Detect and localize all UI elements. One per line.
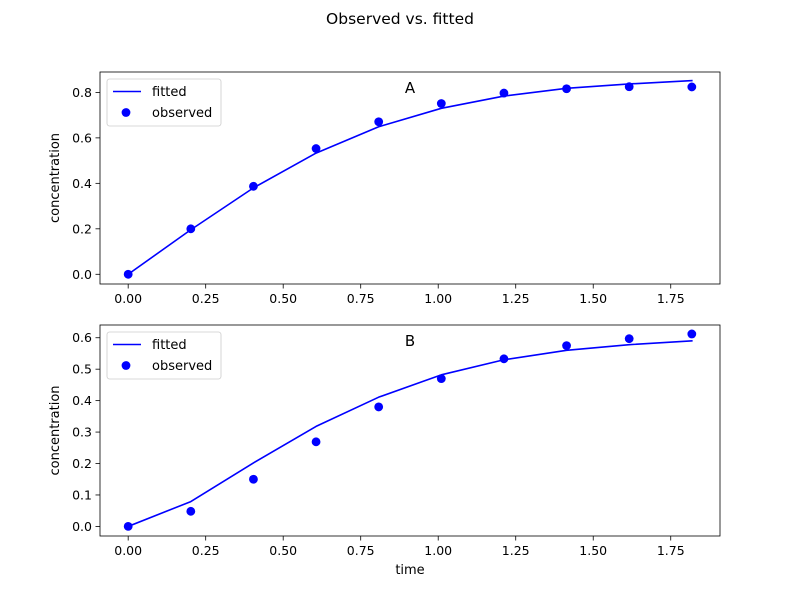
x-axis-label: time: [395, 563, 424, 578]
legend-marker-swatch: [121, 108, 131, 117]
y-tick-label: 0.8: [72, 85, 92, 100]
y-tick-label: 0.1: [72, 487, 92, 502]
observed-point: [311, 437, 321, 447]
axes-frame: [99, 71, 721, 285]
observed-point: [436, 374, 446, 384]
x-tick-label: 1.50: [579, 543, 607, 558]
y-tick-label: 0.5: [72, 362, 92, 377]
x-tick-label: 1.75: [657, 543, 685, 558]
x-tick-label: 0.00: [114, 291, 142, 306]
observed-point: [123, 522, 133, 531]
observed-point: [123, 269, 133, 279]
legend: fitted observed: [106, 331, 222, 380]
observed-point: [374, 402, 384, 412]
observed-point: [687, 82, 697, 92]
observed-point: [311, 144, 321, 153]
panels: 0.00 0.25 0.50 0.75 1.00 1.25 1.50 1.750.00.20.…: [48, 71, 721, 578]
observed-point: [624, 334, 634, 344]
x-tick-label: 1.50: [579, 291, 607, 306]
x-tick-label: 0.25: [192, 291, 220, 306]
panel-label: A: [405, 79, 416, 97]
observed-point: [186, 224, 196, 234]
panel-A: 0.00 0.25 0.50 0.75 1.00 1.25 1.50 1.75 0.0 0.2 0.…: [48, 71, 721, 306]
fitted-line: [127, 340, 693, 528]
axes-frame: [99, 324, 721, 537]
legend-label-observed: observed: [152, 106, 212, 121]
fitted-line: [127, 79, 693, 276]
panel-B: 0.00 0.25 0.50 0.75 1.00 1.25 1.50 1.75 0.0 0.1 0.…: [48, 324, 721, 578]
x-tick-label: 0.00: [114, 543, 142, 558]
y-axis-label: concentration: [48, 133, 63, 223]
y-tick-label: 0.2: [72, 221, 92, 236]
y-tick-label: 0.6: [72, 330, 92, 345]
observed-point: [624, 82, 634, 92]
x-tick-label: 0.75: [347, 543, 375, 558]
legend-marker-swatch: [121, 361, 131, 370]
x-tick-label: 1.00: [424, 543, 452, 558]
x-tick-label: 1.00: [424, 291, 452, 306]
observed-point: [186, 506, 196, 516]
x-tick-label: 1.25: [502, 543, 530, 558]
panel-label: B: [405, 332, 415, 350]
x-tick-label: 0.25: [192, 543, 220, 558]
y-tick-label: 0.3: [72, 425, 92, 440]
observed-point: [687, 329, 697, 339]
figure-title: Observed vs. fitted: [326, 10, 474, 28]
y-tick-label: 0.4: [72, 393, 92, 408]
observed-point: [374, 117, 384, 127]
observed-point: [249, 181, 258, 191]
observed-point: [562, 84, 571, 94]
y-tick-label: 0.0: [72, 267, 92, 282]
y-tick-label: 0.2: [72, 456, 92, 471]
x-tick-label: 1.25: [502, 291, 530, 306]
x-tick-label: 1.75: [657, 291, 685, 306]
legend-label-fitted: fitted: [152, 338, 187, 353]
observed-point: [499, 88, 509, 98]
legend: fitted observed: [106, 78, 222, 127]
observed-point: [499, 354, 509, 364]
observed-point: [562, 341, 571, 350]
observed-point: [436, 99, 446, 108]
x-tick-label: 0.75: [347, 291, 375, 306]
y-tick-label: 0.4: [72, 176, 92, 191]
legend-label-observed: observed: [152, 359, 212, 374]
x-tick-label: 0.50: [269, 543, 297, 558]
observed-point: [249, 474, 258, 484]
y-tick-label: 0.6: [72, 130, 92, 145]
y-tick-label: 0.0: [72, 519, 92, 534]
legend-label-fitted: fitted: [152, 85, 187, 100]
x-tick-label: 0.50: [269, 291, 297, 306]
y-axis-label: concentration: [48, 385, 63, 475]
